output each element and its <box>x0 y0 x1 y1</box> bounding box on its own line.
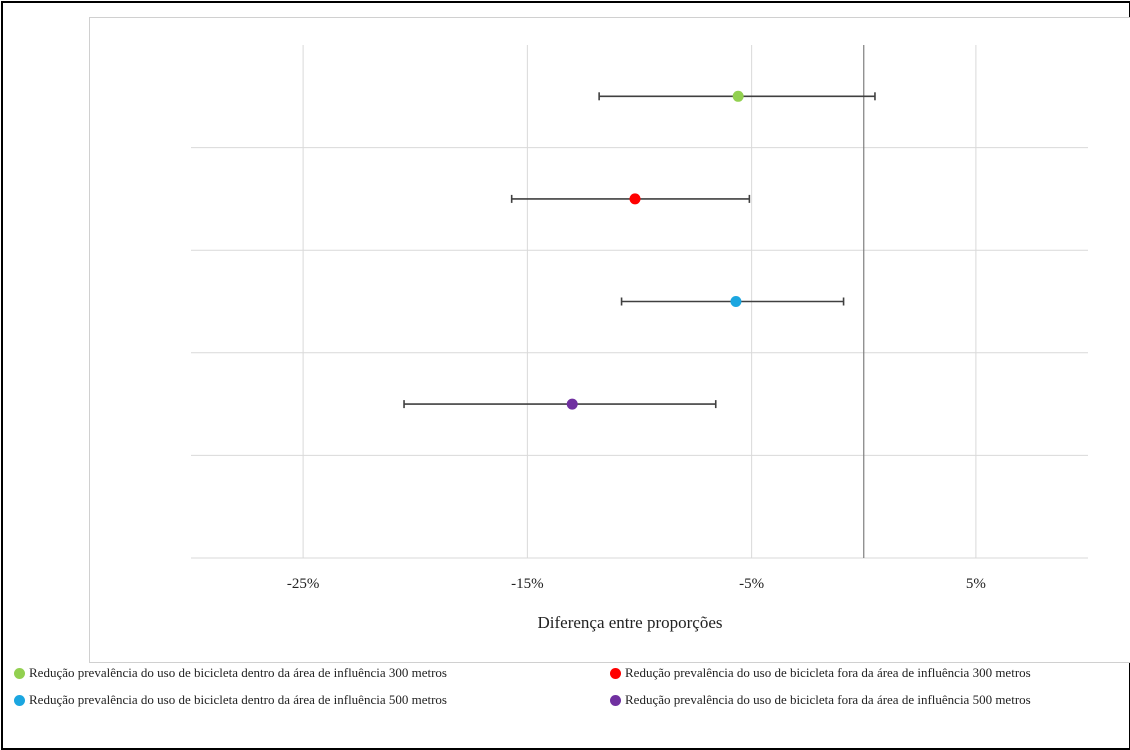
x-tick-label: 5% <box>966 576 986 592</box>
grid-lines <box>191 45 1088 559</box>
legend-marker <box>610 694 621 706</box>
point-estimate <box>732 90 744 102</box>
point-estimates <box>566 90 744 410</box>
point-estimate <box>629 193 641 205</box>
legend-item: Redução prevalência do uso de bicicleta … <box>14 692 447 708</box>
legend-marker <box>610 667 621 679</box>
legend-marker <box>14 694 25 706</box>
legend-label: Redução prevalência do uso de bicicleta … <box>29 692 447 707</box>
point-estimate <box>730 296 742 307</box>
point-estimate <box>566 398 578 410</box>
legend-item: Redução prevalência do uso de bicicleta … <box>610 665 1031 681</box>
legend-item: Redução prevalência do uso de bicicleta … <box>610 692 1031 708</box>
x-tick-label: -5% <box>739 576 764 592</box>
legend-label: Redução prevalência do uso de bicicleta … <box>625 665 1031 680</box>
x-tick-label: -25% <box>287 576 320 592</box>
chart-area <box>89 17 1130 663</box>
legend-item: Redução prevalência do uso de bicicleta … <box>14 665 447 681</box>
legend-label: Redução prevalência do uso de bicicleta … <box>625 692 1031 707</box>
x-tick-label: -15% <box>511 576 544 592</box>
legend-marker <box>14 667 25 679</box>
legend-label: Redução prevalência do uso de bicicleta … <box>29 665 447 680</box>
x-tick-labels: -25% -15% -5% 5% <box>287 576 986 592</box>
x-axis-title: Diferença entre proporções <box>537 613 722 632</box>
